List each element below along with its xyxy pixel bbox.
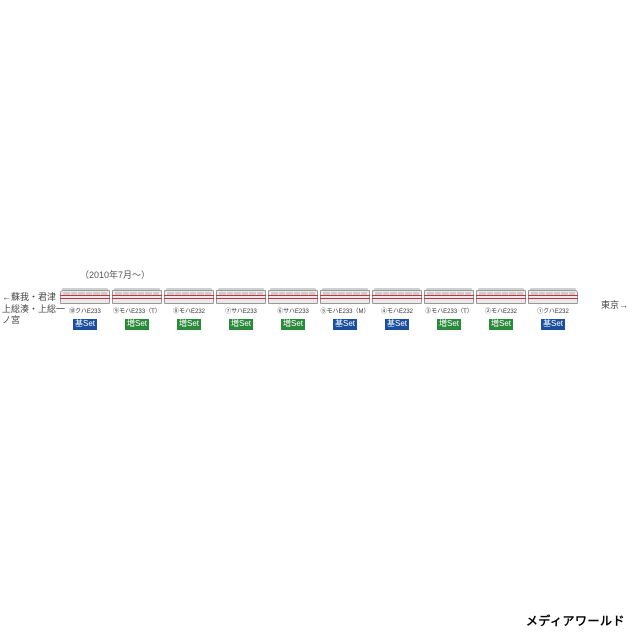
- train-car: [268, 290, 318, 304]
- car-label: ①クハE232: [528, 306, 578, 315]
- set-badge-addon: 増Set: [281, 319, 305, 330]
- set-cell: 増Set: [424, 319, 474, 330]
- car-label: ②モハE232: [476, 306, 526, 315]
- set-cell: 増Set: [268, 319, 318, 330]
- set-cell: 増Set: [476, 319, 526, 330]
- destination-left-line2: 上総湊・上総一ノ宮: [2, 304, 65, 326]
- date-label: （2010年7月～）: [80, 268, 150, 281]
- car-label: ⑤モハE233（M）: [320, 306, 370, 315]
- watermark-text: メディアワールド: [519, 609, 632, 632]
- set-cell: 基Set: [372, 319, 422, 330]
- train-car: [60, 290, 110, 304]
- set-badge-addon: 増Set: [177, 319, 201, 330]
- car-label-row: ⑩クハE233⑨モハE233（T）⑧モハE232⑦サハE233⑥サハE233⑤モ…: [60, 306, 580, 315]
- set-badge-basic: 基Set: [73, 319, 97, 330]
- car-label: ④モハE232: [372, 306, 422, 315]
- set-badge-basic: 基Set: [541, 319, 565, 330]
- set-badge-addon: 増Set: [437, 319, 461, 330]
- car-label: ⑥サハE233: [268, 306, 318, 315]
- set-cell: 基Set: [320, 319, 370, 330]
- train-car: [424, 290, 474, 304]
- car-label: ⑧モハE232: [164, 306, 214, 315]
- train-car: [320, 290, 370, 304]
- set-cell: 増Set: [216, 319, 266, 330]
- train-car: [164, 290, 214, 304]
- train-car: [372, 290, 422, 304]
- set-cell: 基Set: [528, 319, 578, 330]
- train-formation-diagram: （2010年7月～） ←蘇我・君津 上総湊・上総一ノ宮 東京→ ⑩クハE233⑨…: [60, 290, 580, 330]
- car-label: ③モハE233（T）: [424, 306, 474, 315]
- set-badge-basic: 基Set: [333, 319, 357, 330]
- destination-right: 東京→: [601, 298, 628, 311]
- train-car: [216, 290, 266, 304]
- train-car: [528, 290, 578, 304]
- train-car-row: [60, 290, 580, 304]
- set-badge-addon: 増Set: [489, 319, 513, 330]
- destination-left-line1: ←蘇我・君津: [2, 292, 56, 302]
- car-label: ⑦サハE233: [216, 306, 266, 315]
- train-car: [476, 290, 526, 304]
- car-label: ⑨モハE233（T）: [112, 306, 162, 315]
- set-cell: 増Set: [112, 319, 162, 330]
- set-cell: 増Set: [164, 319, 214, 330]
- car-set-row: 基Set 増Set 増Set 増Set 増Set 基Set 基Set 増Set 増Set 基Set: [60, 319, 580, 330]
- set-badge-addon: 増Set: [229, 319, 253, 330]
- canvas: （2010年7月～） ←蘇我・君津 上総湊・上総一ノ宮 東京→ ⑩クハE233⑨…: [0, 0, 640, 640]
- set-badge-basic: 基Set: [385, 319, 409, 330]
- set-badge-addon: 増Set: [125, 319, 149, 330]
- train-car: [112, 290, 162, 304]
